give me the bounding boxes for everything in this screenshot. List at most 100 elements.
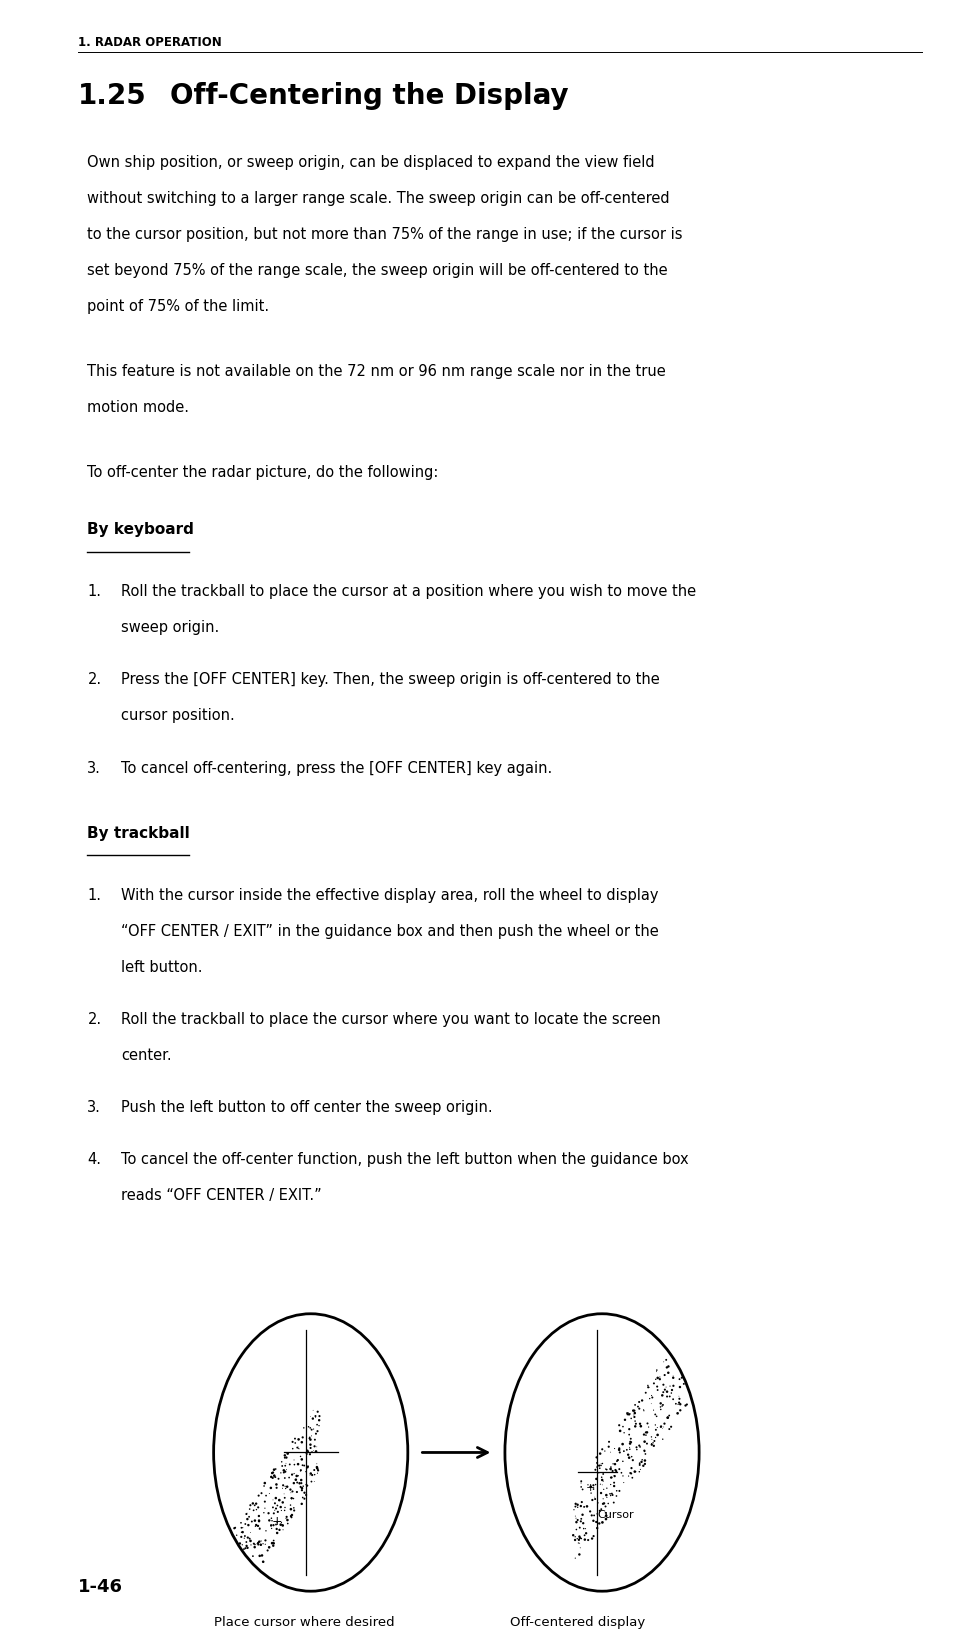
Point: [258, 1518, 274, 1544]
Point: [257, 1470, 273, 1497]
Point: [649, 1404, 664, 1430]
Point: [294, 1475, 310, 1501]
Point: [240, 1524, 255, 1550]
Point: [631, 1395, 647, 1421]
Point: [251, 1529, 266, 1555]
Point: [261, 1500, 277, 1526]
Point: [261, 1508, 277, 1534]
Point: [284, 1485, 299, 1511]
Point: [589, 1514, 605, 1541]
Point: [653, 1366, 668, 1392]
Point: [637, 1451, 653, 1477]
Point: [307, 1462, 322, 1488]
Point: [595, 1461, 611, 1487]
Point: [600, 1490, 616, 1516]
Point: [622, 1431, 638, 1457]
Text: 1-46: 1-46: [78, 1578, 122, 1596]
Point: [660, 1353, 676, 1379]
Point: [673, 1390, 688, 1417]
Point: [284, 1480, 299, 1506]
Point: [622, 1436, 638, 1462]
Point: [250, 1531, 265, 1557]
Point: [253, 1532, 269, 1559]
Point: [251, 1529, 267, 1555]
Point: [299, 1441, 315, 1467]
Point: [572, 1514, 587, 1541]
Point: [257, 1528, 273, 1554]
Point: [583, 1474, 598, 1500]
Point: [263, 1513, 279, 1539]
Point: [621, 1435, 637, 1461]
Point: [249, 1490, 264, 1516]
Point: [572, 1524, 587, 1550]
Text: 1.: 1.: [87, 584, 101, 599]
Point: [612, 1435, 627, 1461]
Point: [626, 1397, 642, 1423]
Point: [653, 1413, 669, 1439]
Text: left button.: left button.: [121, 960, 203, 974]
Point: [604, 1464, 619, 1490]
Point: [648, 1412, 663, 1438]
Point: [570, 1506, 586, 1532]
Point: [306, 1417, 321, 1443]
Point: [310, 1456, 325, 1482]
Point: [292, 1457, 308, 1483]
Point: [657, 1376, 673, 1402]
Point: [267, 1497, 283, 1523]
Point: [278, 1474, 293, 1500]
Point: [650, 1374, 665, 1400]
Point: [644, 1426, 659, 1452]
Point: [595, 1485, 611, 1511]
Point: [605, 1451, 620, 1477]
Point: [655, 1379, 671, 1405]
Point: [243, 1532, 258, 1559]
Point: [606, 1474, 621, 1500]
Point: [290, 1451, 306, 1477]
Point: [569, 1516, 585, 1542]
Point: [304, 1439, 319, 1466]
Point: [660, 1405, 676, 1431]
Point: [616, 1462, 631, 1488]
Point: [243, 1528, 258, 1554]
Point: [301, 1413, 317, 1439]
Point: [257, 1495, 273, 1521]
Point: [266, 1531, 282, 1557]
Point: [277, 1498, 292, 1524]
Text: To cancel off-centering, press the [OFF CENTER] key again.: To cancel off-centering, press the [OFF …: [121, 761, 552, 775]
Point: [577, 1523, 592, 1549]
Point: [268, 1511, 284, 1537]
Point: [251, 1493, 266, 1519]
Point: [238, 1536, 253, 1562]
Point: [646, 1430, 661, 1456]
Point: [621, 1444, 637, 1470]
Point: [274, 1498, 289, 1524]
Point: [638, 1441, 653, 1467]
Text: center.: center.: [121, 1048, 172, 1062]
Point: [637, 1448, 653, 1474]
Text: to the cursor position, but not more than 75% of the range in use; if the cursor: to the cursor position, but not more tha…: [87, 227, 683, 242]
Point: [286, 1451, 302, 1477]
Point: [603, 1456, 619, 1482]
Text: +: +: [272, 1514, 282, 1528]
Point: [594, 1510, 610, 1536]
Point: [293, 1467, 309, 1493]
Point: [273, 1493, 288, 1519]
Point: [273, 1511, 288, 1537]
Point: [239, 1501, 254, 1528]
Point: [256, 1474, 272, 1500]
Point: [645, 1384, 660, 1410]
Point: [648, 1417, 663, 1443]
Point: [575, 1501, 590, 1528]
Point: [656, 1410, 672, 1436]
Point: [603, 1472, 619, 1498]
Point: [310, 1418, 325, 1444]
Point: [599, 1485, 615, 1511]
Point: [576, 1510, 591, 1536]
Point: [283, 1492, 298, 1518]
Point: [255, 1549, 271, 1575]
Point: [566, 1497, 582, 1523]
Point: [239, 1532, 254, 1559]
Point: [679, 1392, 694, 1418]
Point: [247, 1534, 262, 1560]
Point: [575, 1477, 590, 1503]
